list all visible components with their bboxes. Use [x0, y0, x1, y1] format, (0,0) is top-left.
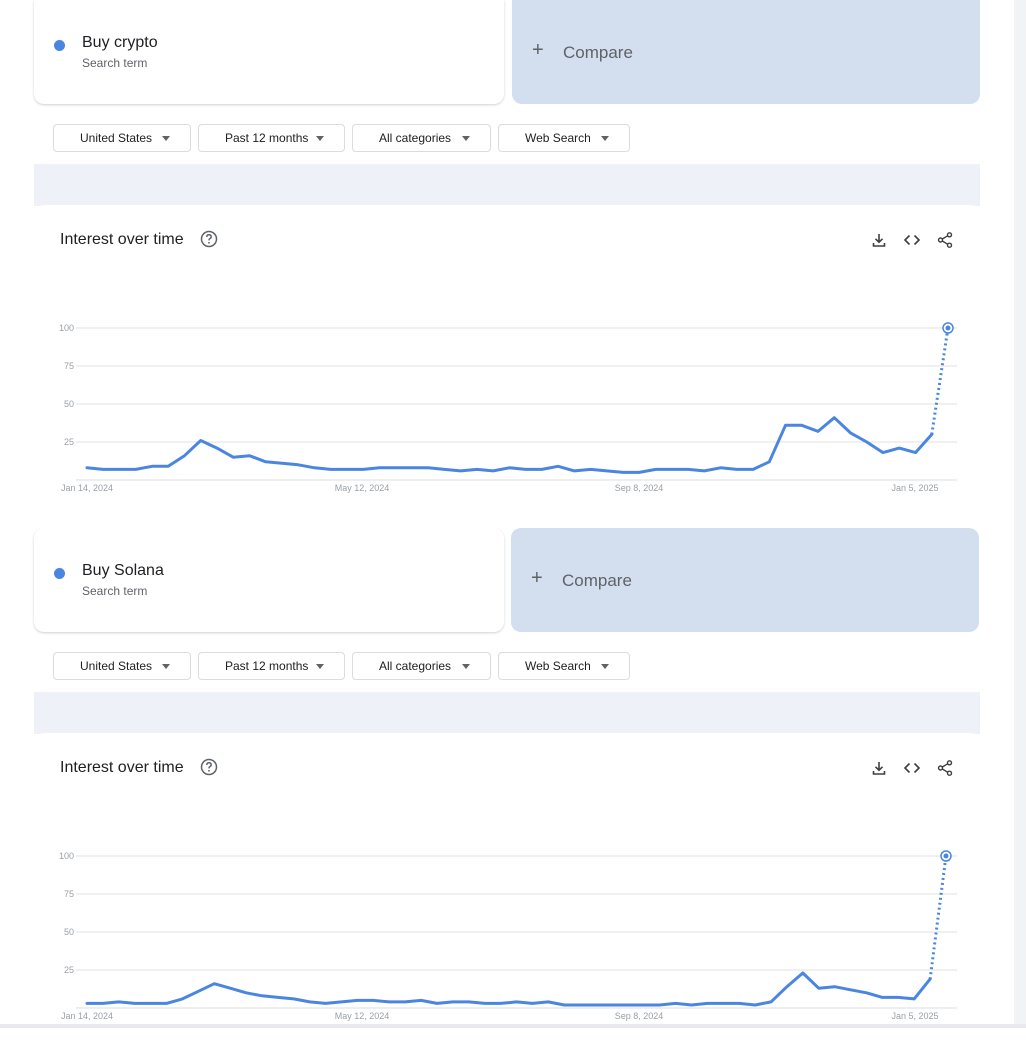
dropdown-caret-icon: [601, 664, 609, 669]
x-tick-label: Jan 5, 2025: [891, 1011, 938, 1021]
y-tick-label: 50: [64, 399, 74, 409]
horizontal-scrollbar[interactable]: [0, 1024, 1026, 1028]
y-tick-label: 25: [64, 437, 74, 447]
dropdown-caret-icon: [462, 136, 470, 141]
compare-button[interactable]: + Compare: [511, 528, 979, 632]
search-type-dropdown-label: Web Search: [525, 659, 591, 673]
panel-buy-crypto: Buy crypto Search term + Compare United …: [0, 0, 1026, 514]
x-tick-label: Jan 5, 2025: [891, 483, 938, 493]
line-chart: 25 50 75 100 Jan 14, 2024 May 12, 2024 Sep 8, …: [59, 850, 957, 1021]
category-dropdown[interactable]: All categories: [352, 652, 491, 680]
category-dropdown-label: All categories: [379, 659, 452, 673]
dropdown-caret-icon: [162, 136, 170, 141]
y-tick-label: 75: [64, 361, 74, 371]
plus-icon: +: [532, 39, 544, 61]
dropdown-caret-icon: [462, 664, 470, 669]
plus-icon: +: [531, 567, 543, 589]
download-icon[interactable]: [870, 759, 888, 777]
x-tick-label: Sep 8, 2024: [615, 1011, 664, 1021]
category-dropdown-label: All categories: [379, 131, 452, 145]
interest-over-time-card: Interest over time 25 50 75 100 Jan 14, 2024…: [34, 733, 980, 1042]
search-type-dropdown[interactable]: Web Search: [498, 652, 630, 680]
search-term-name[interactable]: Buy Solana: [82, 562, 164, 579]
dropdown-caret-icon: [316, 136, 324, 141]
x-tick-label: Jan 14, 2024: [61, 483, 113, 493]
time-range-dropdown[interactable]: Past 12 months: [198, 124, 345, 152]
search-term-name[interactable]: Buy crypto: [82, 34, 158, 51]
x-tick-label: Sep 8, 2024: [615, 483, 664, 493]
series-line: [85, 971, 932, 1007]
partial-data-segment: [928, 855, 948, 980]
filters-bar: United States Past 12 months All categor…: [34, 640, 980, 692]
time-range-dropdown-label: Past 12 months: [225, 131, 309, 145]
y-tick-label: 100: [59, 851, 74, 861]
panel-buy-solana: Buy Solana Search term + Compare United …: [0, 528, 1026, 1042]
embed-icon[interactable]: [903, 759, 921, 777]
dropdown-caret-icon: [162, 664, 170, 669]
search-type-dropdown[interactable]: Web Search: [498, 124, 630, 152]
series-color-dot: [54, 40, 65, 51]
y-tick-label: 75: [64, 889, 74, 899]
help-icon[interactable]: [200, 230, 218, 248]
dropdown-caret-icon: [601, 136, 609, 141]
time-range-dropdown[interactable]: Past 12 months: [198, 652, 345, 680]
category-dropdown[interactable]: All categories: [352, 124, 491, 152]
chart-title: Interest over time: [60, 759, 184, 776]
search-term-card[interactable]: Buy crypto Search term: [34, 0, 504, 104]
time-range-dropdown-label: Past 12 months: [225, 659, 309, 673]
search-term-type: Search term: [82, 584, 148, 598]
series-color-dot: [54, 568, 65, 579]
interest-over-time-card: Interest over time 25 50 75 100 Jan 14, 2024…: [34, 205, 980, 514]
compare-label: Compare: [563, 43, 633, 62]
background-band: [34, 692, 980, 734]
search-term-type: Search term: [82, 56, 148, 70]
region-dropdown-label: United States: [80, 131, 153, 145]
chart-title: Interest over time: [60, 231, 184, 248]
y-tick-label: 50: [64, 927, 74, 937]
line-chart: 25 50 75 100 Jan 14, 2024 May 12, 2024 Sep 8, …: [59, 322, 957, 493]
compare-label: Compare: [562, 571, 632, 590]
background-band: [34, 164, 980, 206]
x-tick-label: May 12, 2024: [335, 1011, 390, 1021]
share-icon[interactable]: [936, 231, 954, 249]
region-dropdown[interactable]: United States: [53, 652, 191, 680]
y-tick-label: 25: [64, 965, 74, 975]
last-point-dot: [943, 853, 949, 859]
vertical-scrollbar[interactable]: [1014, 0, 1026, 1028]
search-type-dropdown-label: Web Search: [525, 131, 591, 145]
dropdown-caret-icon: [316, 664, 324, 669]
region-dropdown[interactable]: United States: [53, 124, 191, 152]
embed-icon[interactable]: [903, 231, 921, 249]
search-term-card[interactable]: Buy Solana Search term: [34, 528, 504, 632]
last-point-dot: [945, 325, 951, 331]
series-line: [85, 416, 934, 474]
download-icon[interactable]: [870, 231, 888, 249]
region-dropdown-label: United States: [80, 659, 153, 673]
help-icon[interactable]: [200, 758, 218, 776]
filters-bar: United States Past 12 months All categor…: [34, 112, 980, 164]
x-tick-label: Jan 14, 2024: [61, 1011, 113, 1021]
y-tick-label: 100: [59, 323, 74, 333]
share-icon[interactable]: [936, 759, 954, 777]
compare-button[interactable]: + Compare: [512, 0, 980, 104]
partial-data-segment: [930, 327, 950, 435]
x-tick-label: May 12, 2024: [335, 483, 390, 493]
